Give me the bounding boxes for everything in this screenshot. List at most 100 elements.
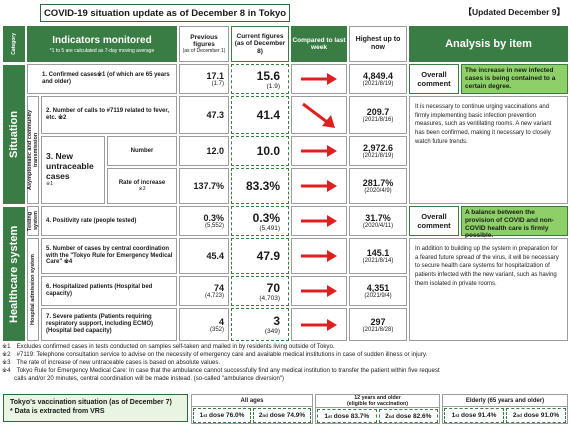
current-value-5-main: 0.3% bbox=[252, 210, 280, 225]
indicator-label-2-text: 2. Number of calls to #7119 related to f… bbox=[46, 108, 170, 121]
vaccination-all-second-value: 74.9% bbox=[286, 412, 306, 419]
current-value-6-main: 47.9 bbox=[256, 249, 280, 263]
indicator-label-3: 3. New untraceable cases ※1 bbox=[41, 136, 105, 204]
highest-value-2-main: 209.7 bbox=[366, 107, 390, 117]
previous-value-7: 74 (4,723) bbox=[179, 276, 229, 306]
previous-value-8: 4 (352) bbox=[179, 308, 229, 341]
previous-header-sub: (as of December 1) bbox=[182, 47, 226, 54]
vaccination-group-12plus-header: 12 years and older (eligible for vaccinat… bbox=[316, 395, 439, 408]
sub-label-number-text: Number bbox=[130, 147, 154, 154]
indicator-label-8-text: 7. Severe patients (Patients requiring r… bbox=[46, 314, 154, 334]
current-value-4-main: 83.3% bbox=[245, 179, 280, 193]
previous-value-8-main: 4 bbox=[218, 316, 224, 327]
indicators-header: Indicators monitored *1 to 5 are calcula… bbox=[27, 26, 177, 62]
indicator-label-6-text: 5. Number of cases by central coordinati… bbox=[46, 245, 173, 266]
dose-word: dose bbox=[394, 412, 413, 420]
vaccination-elderly-second-value: 91.0% bbox=[540, 412, 560, 419]
dose-word: dose bbox=[331, 412, 351, 420]
dose-suffix: nd bbox=[516, 413, 522, 418]
dose-number: 2 bbox=[258, 412, 263, 419]
highest-value-1-main: 4,849.4 bbox=[362, 71, 394, 81]
vaccination-group-all-name: All ages bbox=[192, 395, 312, 407]
vaccination-title-text: Tokyo's vaccination situation (as of Dec… bbox=[10, 399, 172, 406]
vaccination-group-12plus-name: 12 years and older bbox=[354, 395, 401, 401]
indicator-label-3-text: 3. New untraceable cases bbox=[46, 151, 94, 181]
updated-label: 【Updated December 9】 bbox=[463, 7, 565, 17]
previous-header: Previous figures (as of December 1) bbox=[179, 26, 229, 62]
arrow-right-icon bbox=[301, 250, 337, 262]
highest-value-3-date: (2021/8/19) bbox=[362, 153, 394, 159]
highest-value-8-main: 297 bbox=[370, 316, 386, 327]
subcategory-asymptomatic: Asymptomatic and community transmission bbox=[27, 96, 39, 204]
previous-value-7-main: 74 bbox=[213, 283, 224, 293]
current-value-5: 0.3% (5,491) bbox=[231, 206, 289, 236]
indicator-label-1: 1. Confirmed cases※1 (of which are 65 ye… bbox=[27, 64, 177, 94]
situation-summary-text: The increase in new infected cases is be… bbox=[465, 67, 556, 90]
vaccination-title: Tokyo's vaccination situation (as of Dec… bbox=[3, 394, 188, 422]
indicator-label-3-note: ※1 bbox=[46, 180, 53, 187]
indicator-label-8: 7. Severe patients (Patients requiring r… bbox=[41, 308, 177, 341]
indicator-label-2: 2. Number of calls to #7119 related to f… bbox=[41, 96, 177, 134]
dose-number: 1 bbox=[324, 412, 328, 420]
highest-value-8-date: (2021/8/28) bbox=[362, 326, 394, 333]
category-situation-text: Situation bbox=[8, 110, 20, 159]
highest-value-3: 2,972.6 (2021/8/19) bbox=[349, 136, 407, 166]
dose-suffix: nd bbox=[388, 413, 395, 419]
current-header-text: Current figures (as of December 8) bbox=[234, 32, 286, 55]
healthcare-overall-comment-text: Overall comment bbox=[417, 212, 451, 230]
previous-value-2-main: 47.3 bbox=[206, 110, 224, 120]
highest-value-2: 209.7 (2021/8/16) bbox=[349, 96, 407, 134]
category-situation: Situation bbox=[3, 64, 25, 204]
highest-header-text: Highest up to now bbox=[355, 35, 401, 51]
trend-arrow-8 bbox=[291, 308, 347, 341]
dose-word: dose bbox=[521, 412, 541, 419]
current-value-6: 47.9 bbox=[231, 238, 289, 274]
arrow-right-icon bbox=[301, 215, 337, 227]
dose-suffix: nd bbox=[262, 413, 268, 418]
compared-header: Compared to last week bbox=[291, 26, 347, 62]
highest-value-2-date: (2021/8/16) bbox=[362, 117, 394, 123]
highest-value-5-main: 31.7% bbox=[365, 213, 391, 223]
previous-value-5: 0.3% (5,552) bbox=[179, 206, 229, 236]
vaccination-group-12plus: 12 years and older (eligible for vaccinat… bbox=[315, 394, 440, 424]
current-value-1-sub: (1.9) bbox=[266, 82, 280, 90]
indicator-label-1-text: 1. Confirmed cases※1 (of which are 65 ye… bbox=[42, 72, 170, 85]
current-value-4: 83.3% bbox=[231, 168, 289, 204]
highest-value-6: 145.1 (2021/8/14) bbox=[349, 238, 407, 274]
subcategory-testing: Testing system bbox=[27, 206, 39, 236]
subcategory-hospital-text: Hospital admission system bbox=[29, 254, 36, 325]
current-value-8-main: 3 bbox=[273, 314, 280, 328]
arrow-right-icon bbox=[301, 145, 337, 157]
trend-arrow-7 bbox=[291, 276, 347, 306]
sub-label-number: Number bbox=[107, 136, 177, 166]
sub-label-rate-note: ※3 bbox=[138, 185, 146, 192]
situation-overall-comment: Overall comment bbox=[409, 64, 459, 94]
current-value-3-main: 10.0 bbox=[256, 144, 280, 158]
previous-value-6: 45.4 bbox=[179, 238, 229, 274]
previous-value-8-sub: (352) bbox=[209, 326, 224, 333]
previous-value-3-main: 12.0 bbox=[206, 146, 224, 156]
previous-header-title: Previous figures bbox=[190, 33, 218, 49]
footnote-4: ※4 Tokyo Rule for Emergency Medical Care… bbox=[2, 367, 440, 375]
highest-value-6-main: 145.1 bbox=[366, 248, 390, 258]
category-header: Category bbox=[3, 26, 25, 62]
category-header-text: Category bbox=[11, 33, 17, 55]
highest-value-4-main: 281.7% bbox=[362, 178, 394, 188]
footnotes: ※1 Excludes confirmed cases in tests con… bbox=[2, 343, 568, 383]
highest-value-4: 281.7% (2020/4/9) bbox=[349, 168, 407, 204]
highest-value-3-main: 2,972.6 bbox=[362, 143, 394, 153]
indicator-label-6: 5. Number of cases by central coordinati… bbox=[41, 238, 177, 274]
footnote-1: ※1 Excludes confirmed cases in tests con… bbox=[2, 343, 335, 350]
page-title-text: COVID-19 situation update as of December… bbox=[43, 7, 287, 19]
previous-value-6-main: 45.4 bbox=[206, 251, 224, 261]
arrow-right-icon bbox=[301, 73, 337, 85]
situation-analysis: It is necessary to continue urging vacci… bbox=[409, 96, 568, 204]
highest-value-7: 4,351 (2021/9/4) bbox=[349, 276, 407, 306]
previous-value-5-main: 0.3% bbox=[203, 213, 224, 223]
previous-value-4-main: 137.7% bbox=[193, 181, 224, 191]
